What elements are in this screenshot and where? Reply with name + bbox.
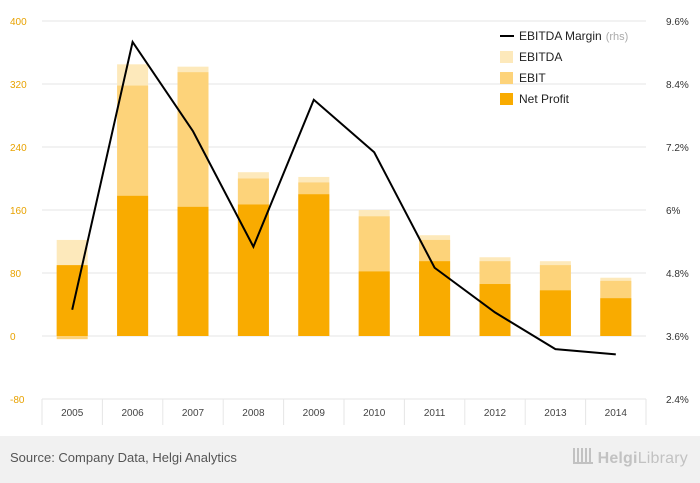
legend-label: EBITDA Margin (rhs): [519, 29, 628, 43]
bars: [56, 64, 632, 340]
legend-suffix: (rhs): [606, 31, 629, 43]
bar-ebit-negative: [56, 336, 88, 340]
x-tick-label: 2011: [424, 408, 446, 419]
bar-net-profit: [479, 284, 511, 336]
left-tick-label: 320: [10, 80, 27, 91]
left-tick-label: 160: [10, 206, 27, 217]
x-tick-label: 2012: [484, 408, 507, 419]
bar-net-profit: [539, 290, 571, 336]
bar-net-profit: [419, 261, 451, 336]
right-axis: 2.4% 3.6% 4.8% 6% 7.2% 8.4% 9.6%: [666, 17, 689, 406]
footer: Source: Company Data, Helgi Analytics He…: [0, 436, 700, 483]
left-tick-label: 80: [10, 269, 22, 280]
left-tick-label: 240: [10, 143, 27, 154]
legend: EBITDA Margin (rhs) EBITDA EBIT Net Profit: [500, 29, 628, 106]
legend-swatch: [500, 93, 513, 105]
bar-net-profit: [177, 206, 209, 336]
x-tick-label: 2010: [363, 408, 386, 419]
logo-text-a: Helgi: [597, 450, 638, 467]
x-tick-label: 2005: [61, 408, 84, 419]
right-tick-label: 9.6%: [666, 17, 689, 28]
helgi-library-logo: HelgiLibrary: [572, 448, 688, 468]
chart: 2005 2006 2007 2008 2009 2010 2011 2012 2013 2014…: [10, 17, 689, 425]
legend-swatch: [500, 72, 513, 84]
legend-label: EBIT: [519, 71, 546, 85]
x-tick-label: 2007: [182, 408, 205, 419]
x-tick-label: 2006: [121, 408, 144, 419]
legend-label: Net Profit: [519, 92, 570, 106]
bar-net-profit: [56, 265, 88, 336]
ebitda-margin-line: [71, 39, 616, 356]
x-axis: 2005 2006 2007 2008 2009 2010 2011 2012 2013 2014: [61, 408, 627, 419]
bar-net-profit: [298, 194, 330, 336]
x-tick-label: 2009: [303, 408, 326, 419]
legend-swatch: [500, 51, 513, 63]
x-tick-label: 2008: [242, 408, 265, 419]
left-tick-label: -80: [10, 395, 25, 406]
left-tick-label: 0: [10, 332, 16, 343]
source-text: Source: Company Data, Helgi Analytics: [10, 450, 237, 465]
bar-net-profit: [358, 271, 390, 336]
right-tick-label: 6%: [666, 206, 681, 217]
right-tick-label: 8.4%: [666, 80, 689, 91]
library-icon: [572, 448, 593, 464]
bar-net-profit: [600, 298, 632, 336]
legend-label: EBITDA: [519, 50, 562, 64]
x-tick-label: 2014: [605, 408, 628, 419]
right-tick-label: 2.4%: [666, 395, 689, 406]
right-tick-label: 3.6%: [666, 332, 689, 343]
bar-net-profit: [117, 195, 149, 336]
right-tick-label: 7.2%: [666, 143, 689, 154]
line-series: [71, 39, 616, 356]
left-tick-label: 400: [10, 17, 27, 28]
left-axis: -80 0 80 160 240 320 400: [10, 17, 27, 406]
logo-text-b: Library: [637, 450, 688, 467]
right-tick-label: 4.8%: [666, 269, 689, 280]
x-tick-label: 2013: [544, 408, 567, 419]
